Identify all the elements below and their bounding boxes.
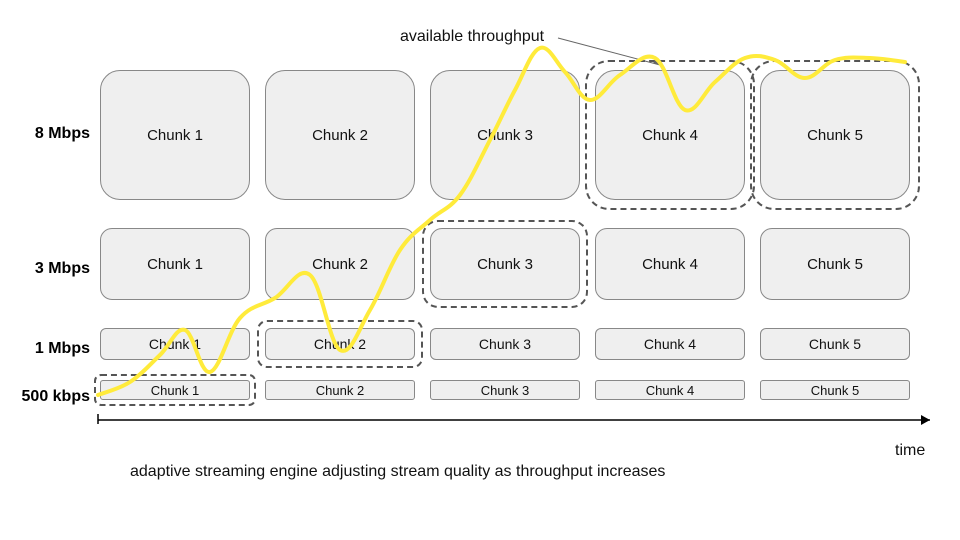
chunk-r0-c0: Chunk 1 bbox=[100, 70, 250, 200]
chunk-r0-c1: Chunk 2 bbox=[265, 70, 415, 200]
caption-text: adaptive streaming engine adjusting stre… bbox=[130, 463, 665, 481]
chunk-r2-c0: Chunk 1 bbox=[100, 328, 250, 360]
throughput-annotation: available throughput bbox=[400, 28, 544, 46]
chunk-r2-c2: Chunk 3 bbox=[430, 328, 580, 360]
chunk-r1-c0: Chunk 1 bbox=[100, 228, 250, 300]
chunk-r3-c2: Chunk 3 bbox=[430, 380, 580, 400]
time-axis-label: time bbox=[895, 442, 925, 460]
chunk-r0-c2: Chunk 3 bbox=[430, 70, 580, 200]
chunk-r0-c3: Chunk 4 bbox=[595, 70, 745, 200]
chunk-r3-c0: Chunk 1 bbox=[100, 380, 250, 400]
chunk-r1-c3: Chunk 4 bbox=[595, 228, 745, 300]
chunk-r3-c4: Chunk 5 bbox=[760, 380, 910, 400]
chunk-r0-c4: Chunk 5 bbox=[760, 70, 910, 200]
chunk-r2-c1: Chunk 2 bbox=[265, 328, 415, 360]
chunk-r1-c4: Chunk 5 bbox=[760, 228, 910, 300]
chunk-r3-c3: Chunk 4 bbox=[595, 380, 745, 400]
row-label-0: 8 Mbps bbox=[0, 125, 90, 143]
row-label-3: 500 kbps bbox=[0, 388, 90, 406]
diagram-stage: 8 Mbps3 Mbps1 Mbps500 kbpsChunk 1Chunk 2… bbox=[0, 0, 960, 540]
chunk-r2-c3: Chunk 4 bbox=[595, 328, 745, 360]
row-label-2: 1 Mbps bbox=[0, 340, 90, 358]
chunk-r1-c2: Chunk 3 bbox=[430, 228, 580, 300]
row-label-1: 3 Mbps bbox=[0, 260, 90, 278]
chunk-r3-c1: Chunk 2 bbox=[265, 380, 415, 400]
chunk-r1-c1: Chunk 2 bbox=[265, 228, 415, 300]
chunk-r2-c4: Chunk 5 bbox=[760, 328, 910, 360]
